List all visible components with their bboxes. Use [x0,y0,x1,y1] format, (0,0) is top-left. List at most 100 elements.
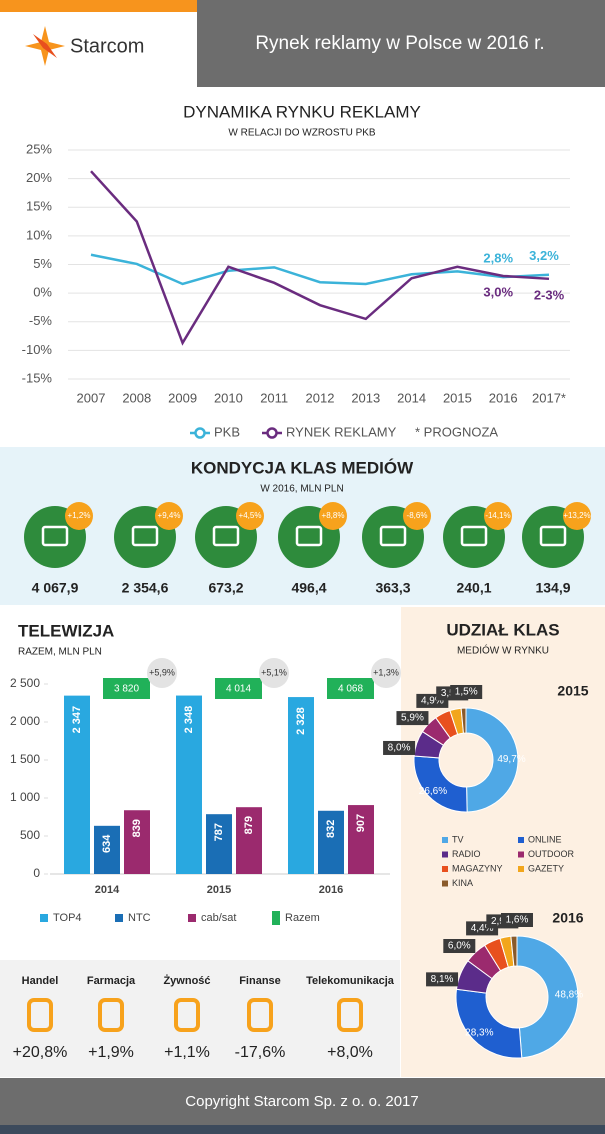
pie-year: 2015 [557,683,588,699]
legend-swatch [518,851,524,858]
legend-label: ONLINE [528,834,562,844]
y-tick-label: -5% [29,313,53,328]
growth-bubble [147,658,177,688]
x-tick-label: 2012 [306,390,335,405]
header-accent [0,0,197,12]
annotation: 2-3% [534,287,565,302]
y-tick-label: -15% [22,370,53,385]
bar [348,805,374,874]
legend-label: GAZETY [528,863,564,873]
legend-swatch [518,866,524,872]
label-box [443,939,476,954]
data-label: 48,8% [555,990,583,1001]
legend-swatch [272,911,280,925]
data-label: 4,4% [471,923,494,934]
y-tick-label: 15% [26,199,52,214]
legend-swatch [442,851,448,858]
y-tick-label: -10% [22,342,53,357]
bar-label: 907 [355,814,367,832]
pie-year: 2016 [552,910,583,926]
x-tick-label: 2014 [397,390,426,405]
y-tick-label: 10% [26,227,52,242]
growth-badge [155,502,183,530]
media-value: 2 354,6 [122,580,169,596]
data-label: 49,7% [497,754,525,765]
data-label: 3,2% [529,248,559,263]
data-label: 5,9% [401,713,424,724]
brand: Starcom [70,35,144,57]
bar [176,695,202,874]
legend-label: TOP4 [53,912,82,924]
growth-label: +9,4% [158,511,181,520]
data-label: 1,6% [506,915,529,926]
growth-badge [484,502,512,530]
bar-label: 634 [101,834,113,853]
x-tick-label: 2011 [260,390,288,405]
y-tick-label: 2 500 [10,676,40,690]
growth-label: +8,8% [322,511,345,520]
y-tick-label: 5% [33,256,52,271]
growth-label: +5,1% [261,667,287,677]
bar-label: 839 [131,819,143,837]
header-title: Rynek reklamy w Polsce w 2016 r. [255,33,544,54]
bar [206,814,232,874]
bar [288,697,314,874]
sector-icon [98,998,124,1032]
growth-label: -14,1% [485,511,510,520]
sector-name: Farmacja [87,975,136,987]
media-value: 363,3 [375,580,410,596]
y-tick-label: 25% [26,141,52,156]
y-tick-label: 500 [20,828,40,842]
sector-change: +1,1% [164,1044,210,1061]
media-value: 673,2 [208,580,243,596]
legend-label: OUTDOOR [528,849,574,859]
sector-name: Żywność [163,974,210,987]
bar [124,810,150,874]
footer-band [0,1078,605,1125]
x-tick-label: 2007 [77,390,106,405]
label-box [426,972,459,987]
x-tick-label: 2016 [489,390,518,405]
sector-icon [247,998,273,1032]
total-label: 4 014 [226,684,251,695]
data-label: 3,0% [483,284,513,299]
line-series [90,253,550,286]
icon-glyph [295,525,323,547]
pie-slice [455,988,523,1059]
bar [318,810,344,874]
footer-strip [0,1125,605,1134]
line-series [90,170,550,346]
legend-swatch [518,837,524,843]
legend-label: TV [452,834,464,844]
label-box [450,685,483,700]
sector-name: Finanse [239,975,281,987]
sector-icon [174,998,200,1032]
growth-badge [403,502,431,530]
chart-subtitle: RAZEM, MLN PLN [18,647,102,658]
legend-label: RYNEK REKLAMY [286,424,397,439]
growth-label: -8,6% [407,511,428,520]
icon-glyph [539,525,567,547]
bar-label: 787 [213,823,225,841]
sector-icon [337,998,363,1032]
label-box [396,711,429,726]
legend-note: * PROGNOZA [415,424,498,439]
data-label: 8,1% [431,974,454,985]
legend-swatch [188,914,196,922]
data-label: 28,3% [465,1028,493,1039]
icon-glyph [131,525,159,547]
logo-star [25,26,65,66]
data-label: 1,5% [455,687,478,698]
media-value: 4 067,9 [32,580,79,596]
pie-slice [465,707,519,813]
data-label: 6,0% [448,941,471,952]
x-tick-label: 2017* [532,390,566,405]
media-value: 134,9 [535,580,570,596]
total-box [327,678,374,699]
media-value: 496,4 [291,580,326,596]
section-subtitle: W 2016, MLN PLN [260,484,343,495]
x-tick-label: 2010 [214,390,243,405]
sector-name: Handel [22,975,59,987]
sector-name: Telekomunikacja [306,975,395,987]
